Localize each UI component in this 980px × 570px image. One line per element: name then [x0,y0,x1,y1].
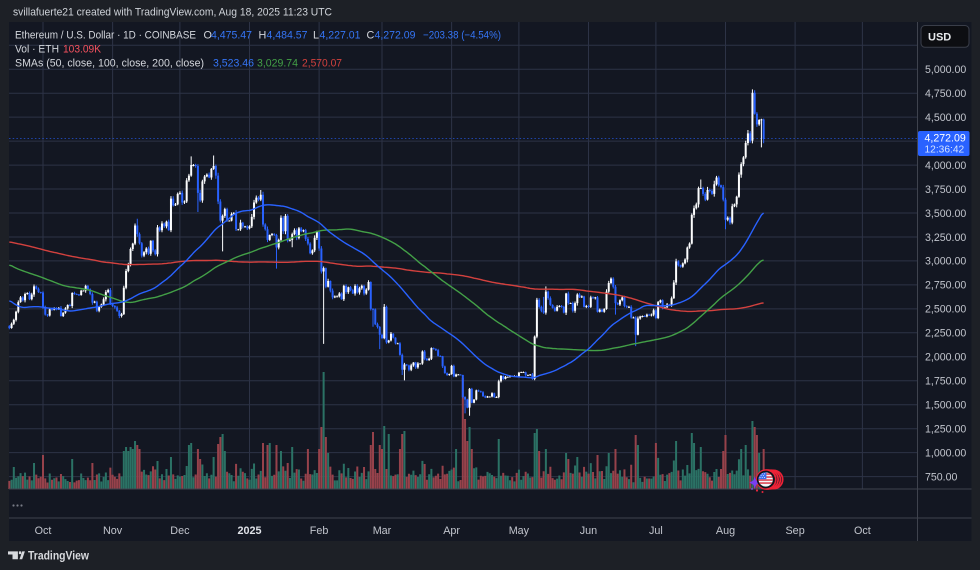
svg-text:1,500.00: 1,500.00 [925,400,966,412]
svg-text:103.09K: 103.09K [63,43,102,55]
svg-text:2,500.00: 2,500.00 [925,304,966,316]
svg-text:Aug: Aug [716,525,735,537]
svg-text:Apr: Apr [443,525,460,537]
svg-text:O: O [204,29,212,41]
svg-text:Feb: Feb [310,525,329,537]
svg-text:SMAs (50, close, 100, close, 2: SMAs (50, close, 100, close, 200, close) [15,58,204,70]
svg-text:3,250.00: 3,250.00 [925,232,966,244]
svg-text:Jun: Jun [580,525,597,537]
svg-text:Oct: Oct [854,525,871,537]
svg-text:Ethereum / U.S. Dollar · 1D ·: Ethereum / U.S. Dollar · 1D · COINBASE [15,29,196,41]
svg-text:4,475.47: 4,475.47 [211,29,252,41]
svg-text:1,250.00: 1,250.00 [925,423,966,435]
svg-text:Oct: Oct [35,525,52,537]
svg-text:3,000.00: 3,000.00 [925,256,966,268]
svg-text:2,570.07: 2,570.07 [302,58,342,70]
svg-text:1,000.00: 1,000.00 [925,447,966,459]
svg-text:4,484.57: 4,484.57 [267,29,308,41]
svg-text:12:36:42: 12:36:42 [925,145,965,156]
svg-text:H: H [259,29,267,41]
svg-text:4,227.01: 4,227.01 [320,29,361,41]
svg-text:4,500.00: 4,500.00 [925,112,966,124]
svg-text:3,750.00: 3,750.00 [925,184,966,196]
svg-text:5,000.00: 5,000.00 [925,64,966,76]
svg-text:svillafuerte21 created with Tr: svillafuerte21 created with TradingView.… [13,7,332,19]
svg-text:2,750.00: 2,750.00 [925,280,966,292]
svg-text:Dec: Dec [170,525,190,537]
svg-text:Jul: Jul [649,525,663,537]
svg-text:Vol · ETH: Vol · ETH [15,43,59,55]
svg-text:2,000.00: 2,000.00 [925,352,966,364]
svg-text:2,250.00: 2,250.00 [925,328,966,340]
svg-text:4,272.09: 4,272.09 [925,132,966,144]
svg-text:1,750.00: 1,750.00 [925,376,966,388]
svg-text:3,500.00: 3,500.00 [925,208,966,220]
svg-text:Sep: Sep [785,525,804,537]
svg-text:Nov: Nov [103,525,123,537]
svg-text:Mar: Mar [373,525,392,537]
svg-text:May: May [509,525,530,537]
svg-text:4,000.00: 4,000.00 [925,160,966,172]
svg-text:4,272.09: 4,272.09 [375,29,416,41]
svg-text:3,029.74: 3,029.74 [257,58,298,70]
svg-text:USD: USD [928,32,951,44]
svg-text:2025: 2025 [237,525,261,537]
svg-text:TradingView: TradingView [28,548,90,562]
svg-text:C: C [367,29,375,41]
svg-text:750.00: 750.00 [925,471,958,483]
svg-text:L: L [313,29,319,41]
svg-text:3,523.46: 3,523.46 [213,58,254,70]
svg-text:−203.38 (−4.54%): −203.38 (−4.54%) [423,29,501,41]
svg-text:4,750.00: 4,750.00 [925,88,966,100]
